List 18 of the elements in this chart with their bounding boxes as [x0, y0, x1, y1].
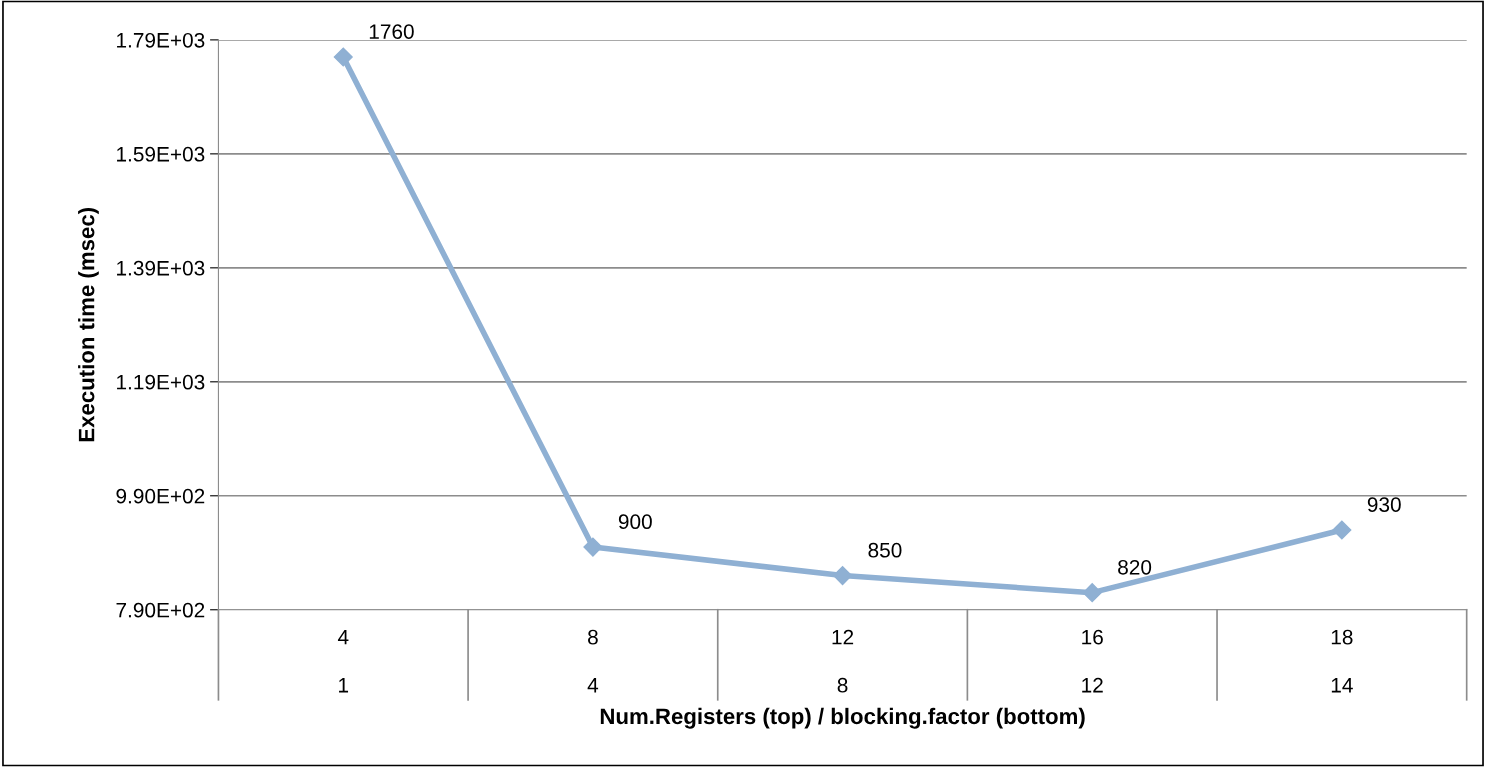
- x-axis-title: Num.Registers (top) / blocking.factor (bottom): [600, 707, 1085, 729]
- category-label: 16 12: [1082, 629, 1103, 693]
- y-tick-label: 1.19E+03: [117, 374, 205, 390]
- category-label: 18 14: [1331, 629, 1353, 693]
- y-axis-title: Execution time (msec): [78, 207, 99, 442]
- category-label: 12 8: [832, 629, 854, 693]
- y-tick-label: 7.90E+02: [116, 602, 205, 618]
- category-label: 4 1: [337, 629, 349, 693]
- data-label: 930: [1367, 497, 1401, 512]
- y-tick-label: 9.90E+02: [116, 488, 205, 504]
- y-tick-label: 1.79E+03: [117, 32, 205, 48]
- data-label: 900: [618, 514, 652, 530]
- category-label: 8 4: [587, 629, 599, 693]
- data-label: 850: [868, 542, 902, 558]
- y-tick-label: 1.59E+03: [117, 146, 205, 162]
- data-label: 1760: [369, 24, 414, 39]
- data-label: 820: [1118, 559, 1152, 575]
- y-tick-label: 1.39E+03: [117, 260, 205, 276]
